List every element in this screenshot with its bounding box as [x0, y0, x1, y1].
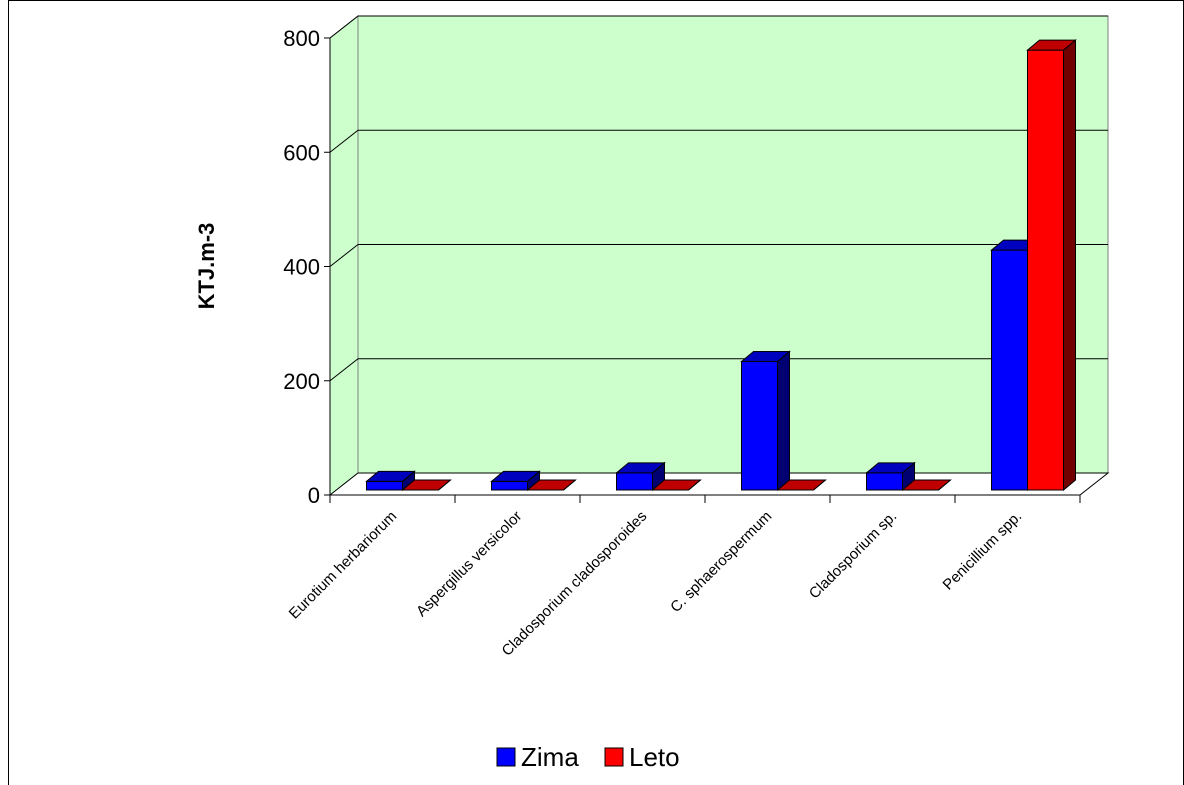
bar-front [1027, 49, 1064, 491]
bar-front [866, 472, 903, 491]
bar-leto-1 [526, 479, 577, 491]
bar-leto-5 [1026, 39, 1077, 492]
bar-zima-4 [865, 461, 916, 492]
bar-side [688, 479, 701, 491]
x-category-label-5: Penicillium spp. [940, 508, 1026, 594]
x-category-label-2: Cladosporium cladosporoides [499, 508, 651, 660]
bar-side [438, 479, 451, 491]
bar-leto-3 [776, 479, 827, 491]
bars [365, 39, 1077, 492]
bar-zima-3 [740, 350, 791, 492]
x-category-label-3: C. sphaerospermum [667, 508, 775, 616]
gridline-200 [329, 358, 1108, 382]
bar-front [616, 472, 653, 491]
bar-front [741, 360, 778, 491]
bar-side [1063, 39, 1076, 492]
bar-zima-2 [615, 461, 666, 492]
gridlines [329, 15, 1108, 382]
y-tick-label-400: 400 [283, 255, 320, 280]
bar-side [938, 479, 951, 491]
y-tick-labels: 0 200 400 600 800 [283, 26, 320, 508]
y-tick-label-200: 200 [283, 369, 320, 394]
gridline-400 [329, 244, 1108, 267]
bar-side [563, 479, 576, 491]
bar-side [813, 479, 826, 491]
x-category-label-4: Cladosporium sp. [806, 508, 901, 603]
legend-label-leto: Leto [629, 742, 680, 772]
legend: Zima Leto [496, 742, 680, 772]
bar-leto-2 [651, 479, 702, 491]
gridline-800 [329, 15, 1108, 39]
bar-zima-0 [365, 470, 416, 492]
x-category-label-0: Eurotium herbariorum [286, 508, 401, 623]
axes [324, 37, 1081, 503]
legend-swatch-zima [496, 747, 516, 767]
bar-leto-4 [901, 479, 952, 491]
bar-side [777, 350, 790, 492]
x-category-labels: Eurotium herbariorum Aspergillus versicol… [286, 508, 1026, 660]
x-category-label-1: Aspergillus versicolor [413, 508, 525, 620]
legend-label-zima: Zima [521, 742, 579, 772]
gridline-600 [329, 129, 1108, 153]
bar-front [366, 480, 403, 491]
bar-front [991, 249, 1028, 491]
y-axis-label: KTJ.m-3 [194, 223, 219, 310]
y-tick-label-800: 800 [283, 26, 320, 51]
legend-swatch-leto [604, 747, 624, 767]
bar-front [491, 480, 528, 491]
y-tick-label-0: 0 [308, 483, 320, 508]
bar-leto-0 [401, 479, 452, 491]
y-tick-label-600: 600 [283, 140, 320, 165]
